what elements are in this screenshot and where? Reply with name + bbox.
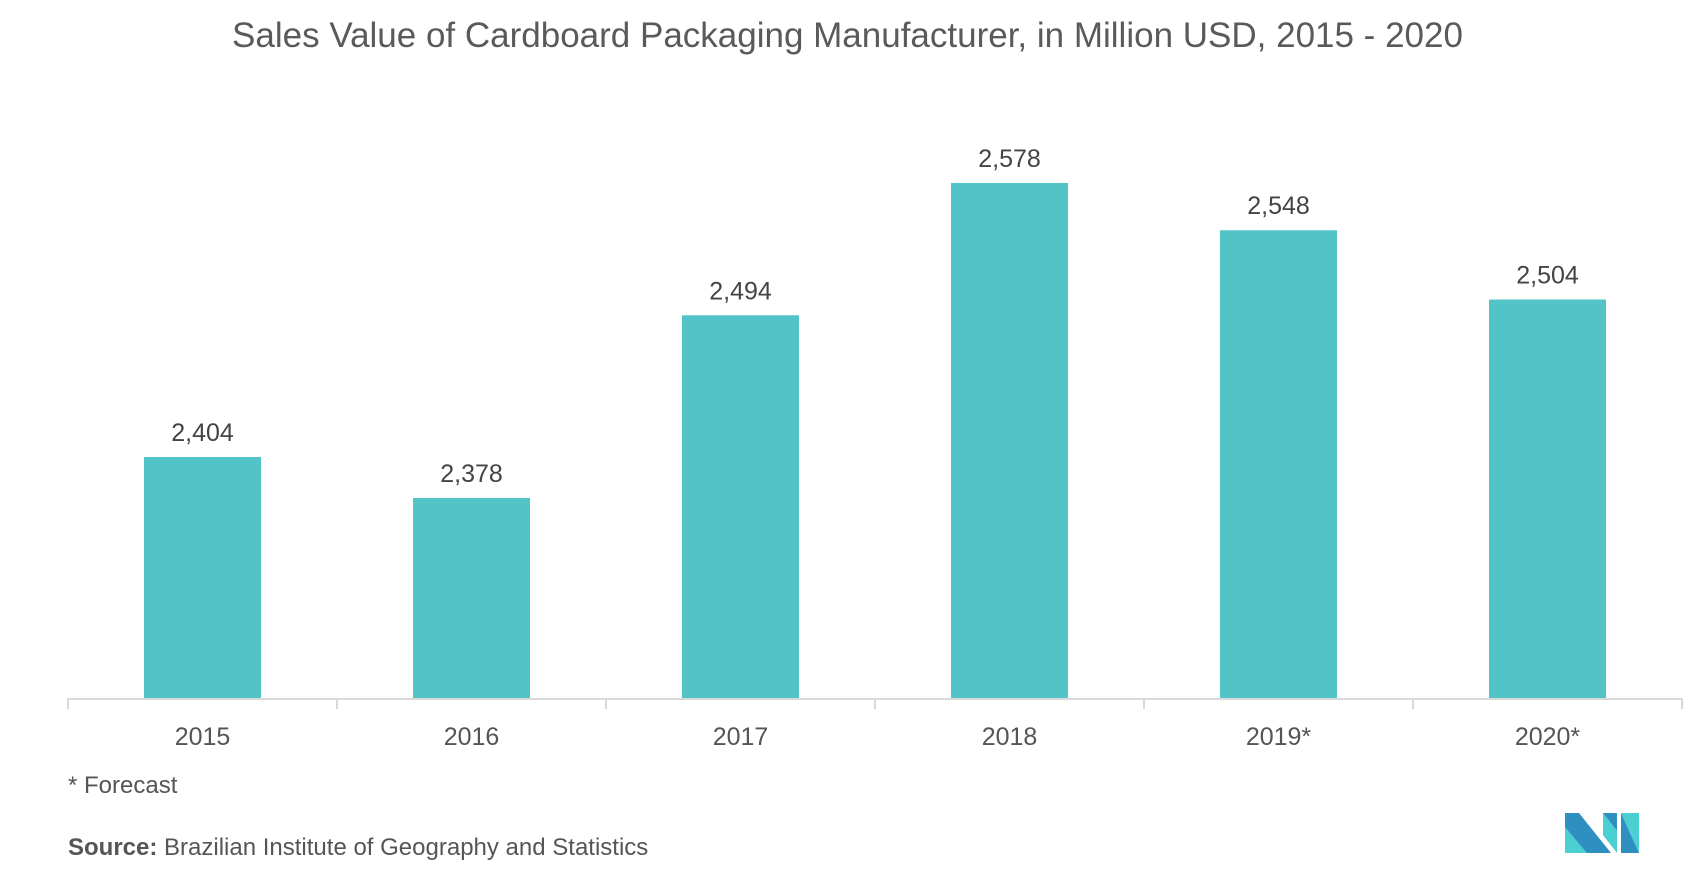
data-label: 2,494 bbox=[709, 277, 772, 305]
x-tick-label: 2019* bbox=[1246, 723, 1312, 751]
mordor-logo-icon bbox=[1565, 813, 1639, 853]
x-tick-label: 2016 bbox=[444, 723, 500, 751]
x-tick-label: 2018 bbox=[982, 723, 1038, 751]
x-tick-label: 2017 bbox=[713, 723, 769, 751]
data-label: 2,404 bbox=[171, 419, 234, 447]
x-tick-label: 2020* bbox=[1515, 723, 1581, 751]
data-label: 2,378 bbox=[440, 460, 503, 488]
x-tick-label: 2015 bbox=[175, 723, 231, 751]
data-label: 2,578 bbox=[978, 145, 1041, 173]
bar-2017 bbox=[682, 315, 799, 698]
data-label: 2,548 bbox=[1247, 192, 1310, 220]
forecast-footnote: * Forecast bbox=[68, 772, 178, 799]
source-note: Source: Brazilian Institute of Geography… bbox=[68, 834, 648, 862]
bar-2018 bbox=[951, 182, 1068, 699]
bar-2016 bbox=[413, 497, 530, 698]
source-text: Brazilian Institute of Geography and Sta… bbox=[164, 834, 649, 861]
data-label: 2,504 bbox=[1516, 262, 1579, 290]
source-label: Source: bbox=[68, 834, 158, 861]
bar-2015 bbox=[144, 457, 261, 698]
bar-2020* bbox=[1489, 299, 1606, 698]
bar-2019* bbox=[1220, 230, 1337, 698]
chart-title: Sales Value of Cardboard Packaging Manuf… bbox=[232, 16, 1463, 55]
